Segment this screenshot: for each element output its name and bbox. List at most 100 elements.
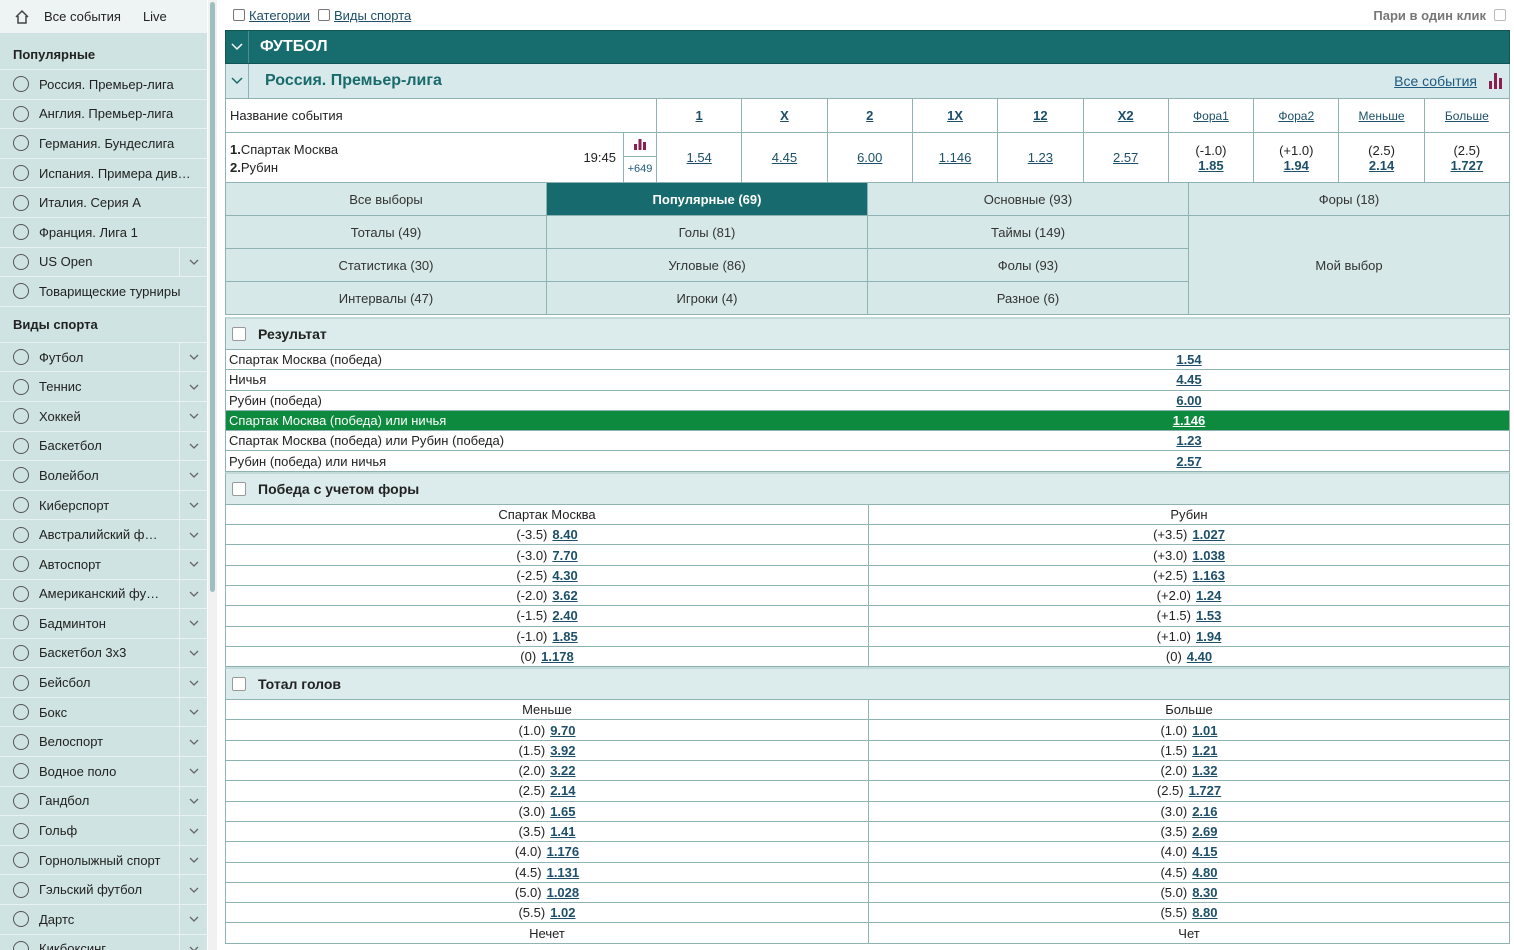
sidebar-item[interactable]: Гандбол xyxy=(0,785,207,816)
filter-link[interactable]: Виды спорта xyxy=(334,7,412,23)
sidebar-item[interactable]: Волейбол xyxy=(0,460,207,490)
sidebar-item[interactable]: Киберспорт xyxy=(0,489,207,520)
sidebar-item[interactable]: Кикбоксинг xyxy=(0,933,207,950)
market-tab[interactable]: Популярные (69) xyxy=(547,183,868,216)
sidebar-item[interactable]: Горнолыжный спорт xyxy=(0,844,207,875)
expand-toggle[interactable] xyxy=(179,757,207,786)
odds-link[interactable]: 2.40 xyxy=(552,608,578,624)
odds-link[interactable]: 1.163 xyxy=(1192,567,1225,583)
odds-link[interactable]: 1.54 xyxy=(686,150,712,165)
sidebar-item[interactable]: Австралийский ф… xyxy=(0,519,207,549)
market-tab[interactable]: Основные (93) xyxy=(868,183,1189,216)
sidebar-item[interactable]: Товарищеские турниры xyxy=(0,276,207,306)
market-tab[interactable]: Интервалы (47) xyxy=(226,282,547,315)
odds-link[interactable]: 8.80 xyxy=(1192,905,1218,921)
odds-link[interactable]: 7.70 xyxy=(552,547,578,563)
market-tab[interactable]: Статистика (30) xyxy=(226,249,547,282)
column-link[interactable]: Фора2 xyxy=(1278,108,1315,123)
sidebar-item[interactable]: Бокс xyxy=(0,696,207,727)
odds-link[interactable]: 1.53 xyxy=(1196,608,1222,624)
expand-toggle[interactable] xyxy=(179,786,207,816)
odds-link[interactable]: 1.32 xyxy=(1192,763,1218,779)
odds-link[interactable]: 2.57 xyxy=(1112,150,1139,165)
expand-toggle[interactable] xyxy=(179,461,207,490)
team-name[interactable]: Рубин xyxy=(240,160,279,175)
odds-link[interactable]: 3.62 xyxy=(552,588,578,604)
sidebar-item[interactable]: Бадминтон xyxy=(0,608,207,638)
odds-link[interactable]: 1.24 xyxy=(1196,588,1222,604)
odds-link[interactable]: 1.65 xyxy=(550,803,576,819)
expand-toggle[interactable] xyxy=(179,668,207,697)
odds-link[interactable]: 4.30 xyxy=(552,567,578,583)
sport-header[interactable]: ФУТБОЛ xyxy=(225,30,1510,64)
odds-link[interactable]: 1.027 xyxy=(1192,527,1225,543)
odds-link[interactable]: 1.85 xyxy=(552,628,578,644)
sidebar-item[interactable]: Теннис xyxy=(0,371,207,401)
odds-link[interactable]: 1.146 xyxy=(938,150,972,165)
market-tab[interactable]: Форы (18) xyxy=(1189,183,1510,216)
odds-link[interactable]: 1.21 xyxy=(1192,742,1218,758)
odds-link[interactable]: 9.70 xyxy=(550,722,576,738)
odds-link[interactable]: 6.00 xyxy=(1176,392,1202,408)
market-tab[interactable]: Таймы (149) xyxy=(868,216,1189,249)
expand-toggle[interactable] xyxy=(179,934,207,950)
market-tab[interactable]: Голы (81) xyxy=(547,216,868,249)
stats-icon[interactable] xyxy=(1489,73,1503,89)
odds-link[interactable]: 1.23 xyxy=(1027,150,1053,165)
column-link[interactable]: Больше xyxy=(1444,108,1489,123)
column-link[interactable]: X xyxy=(780,108,789,123)
odds-link[interactable]: 4.45 xyxy=(1176,372,1202,388)
expand-toggle[interactable] xyxy=(179,431,207,461)
expand-toggle[interactable] xyxy=(179,401,207,431)
market-tab[interactable]: Игроки (4) xyxy=(547,282,868,315)
checkbox[interactable] xyxy=(232,481,246,496)
expand-toggle[interactable] xyxy=(179,727,207,757)
column-link[interactable]: Фора1 xyxy=(1193,108,1229,123)
odds-link[interactable]: 2.57 xyxy=(1176,453,1202,469)
sidebar-item[interactable]: Бейсбол xyxy=(0,667,207,697)
odds-link[interactable]: 1.94 xyxy=(1283,157,1309,173)
expand-toggle[interactable] xyxy=(179,520,207,549)
nav-link[interactable]: Все события xyxy=(44,9,121,24)
odds-link[interactable]: 1.028 xyxy=(546,884,580,900)
sidebar-item[interactable]: US Open xyxy=(0,246,207,277)
column-link[interactable]: Меньше xyxy=(1358,108,1405,123)
nav-link[interactable]: Live xyxy=(142,9,167,24)
odds-link[interactable]: 1.131 xyxy=(546,864,580,880)
odds-link[interactable]: 8.40 xyxy=(552,527,578,543)
checkbox[interactable] xyxy=(232,327,246,341)
scrollbar[interactable] xyxy=(208,0,217,950)
expand-toggle[interactable] xyxy=(179,875,207,905)
sidebar-item[interactable]: Американский фу… xyxy=(0,578,207,609)
sidebar-item[interactable]: Англия. Премьер-лига xyxy=(0,98,207,129)
odds-link[interactable]: 1.94 xyxy=(1196,628,1222,644)
odds-link[interactable]: 1.176 xyxy=(546,844,580,860)
expand-toggle[interactable] xyxy=(179,609,207,638)
odds-link[interactable]: 4.80 xyxy=(1192,864,1218,880)
market-tab[interactable]: Тоталы (49) xyxy=(226,216,547,249)
team-name[interactable]: Спартак Москва xyxy=(240,142,339,157)
odds-link[interactable]: 1.41 xyxy=(550,824,576,840)
sidebar-item[interactable]: Баскетбол 3x3 xyxy=(0,637,207,668)
odds-link[interactable]: 1.727 xyxy=(1450,157,1484,173)
odds-link[interactable]: 2.16 xyxy=(1192,803,1218,819)
sidebar-item[interactable]: Велоспорт xyxy=(0,726,207,757)
sidebar-item[interactable]: Водное поло xyxy=(0,756,207,786)
odds-link[interactable]: 1.178 xyxy=(541,649,574,664)
market-tab[interactable]: Фолы (93) xyxy=(868,249,1189,282)
expand-toggle[interactable] xyxy=(179,816,207,845)
column-link[interactable]: 1 xyxy=(695,108,703,123)
expand-toggle[interactable] xyxy=(179,905,207,934)
odds-link[interactable]: 6.00 xyxy=(857,150,883,165)
odds-link[interactable]: 8.30 xyxy=(1192,884,1218,900)
expand-toggle[interactable] xyxy=(179,490,207,520)
odds-link[interactable]: 3.92 xyxy=(550,742,576,758)
odds-link[interactable]: 1.85 xyxy=(1198,157,1224,173)
all-events-link[interactable]: Все события xyxy=(1394,73,1477,89)
expand-toggle[interactable] xyxy=(179,549,207,579)
sidebar-item[interactable]: Футбол xyxy=(0,341,207,372)
odds-link[interactable]: 4.45 xyxy=(771,150,798,165)
odds-link[interactable]: 4.15 xyxy=(1192,844,1218,860)
checkbox[interactable] xyxy=(232,677,246,692)
stats-icon[interactable] xyxy=(624,133,656,157)
